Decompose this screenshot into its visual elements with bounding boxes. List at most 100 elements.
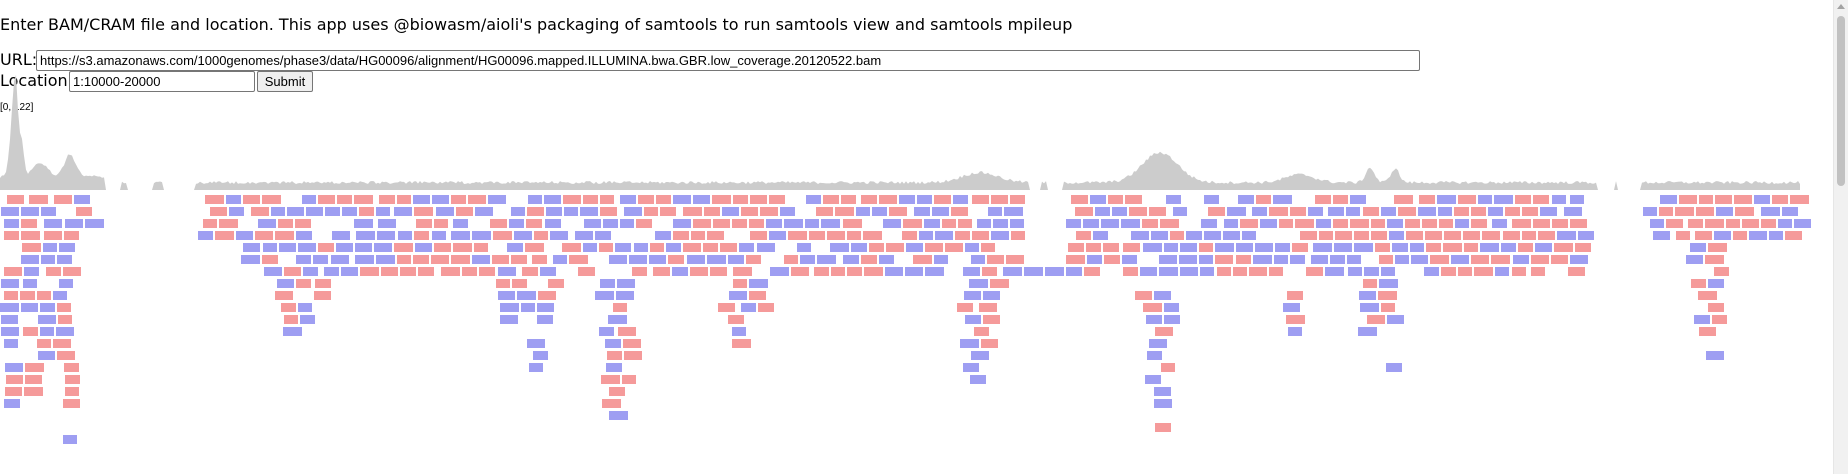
read-segment (43, 243, 57, 252)
read-segment (905, 267, 923, 276)
read-segment (1754, 195, 1770, 204)
read-segment (37, 291, 51, 300)
read-segment (1531, 267, 1545, 276)
read-segment (602, 399, 621, 408)
read-segment (1173, 207, 1187, 216)
read-segment (500, 315, 518, 324)
read-segment (436, 207, 454, 216)
read-segment (500, 303, 519, 312)
read-segment (1411, 255, 1428, 264)
read-segment (1769, 231, 1783, 240)
read-segment (243, 195, 260, 204)
read-segment (861, 255, 877, 264)
read-segment (616, 291, 634, 300)
read-segment (1478, 195, 1492, 204)
read-segment (1699, 327, 1716, 336)
read-segment (600, 207, 617, 216)
read-segment (964, 291, 981, 300)
read-segment (1570, 195, 1584, 204)
read-segment (56, 327, 74, 336)
read-segment (1441, 267, 1456, 276)
read-segment (1513, 255, 1529, 264)
read-segment (40, 303, 55, 312)
read-segment (991, 195, 1008, 204)
read-segment (816, 207, 833, 216)
read-segment (1458, 195, 1476, 204)
read-segment (1180, 243, 1197, 252)
read-segment (1066, 219, 1081, 228)
read-segment (757, 243, 775, 252)
read-segment (691, 231, 705, 240)
read-segment (1104, 255, 1120, 264)
read-segment (1381, 267, 1395, 276)
read-segment (1386, 363, 1402, 372)
read-segment (64, 231, 79, 240)
read-segment (1269, 267, 1283, 276)
read-segment (1688, 219, 1703, 228)
read-segment (951, 207, 968, 216)
read-segment (1325, 267, 1344, 276)
read-segment (414, 207, 433, 216)
read-segment (229, 207, 244, 216)
read-segment (609, 255, 627, 264)
read-segment (1531, 255, 1549, 264)
read-segment (528, 195, 542, 204)
read-segment (59, 243, 75, 252)
read-segment (258, 219, 276, 228)
read-segment (376, 255, 395, 264)
read-segment (1286, 315, 1305, 324)
read-segment (243, 243, 260, 252)
read-segment (732, 327, 746, 336)
url-input[interactable] (36, 50, 1420, 71)
location-input[interactable] (69, 71, 255, 92)
read-segment (1164, 243, 1178, 252)
read-segment (784, 255, 798, 264)
read-segment (1108, 195, 1123, 204)
read-segment (599, 243, 613, 252)
read-segment (707, 255, 726, 264)
read-segment (453, 219, 468, 228)
read-segment (1778, 219, 1792, 228)
read-segment (1274, 255, 1288, 264)
read-segment (1708, 303, 1724, 312)
read-segment (830, 243, 849, 252)
submit-button[interactable]: Submit (257, 71, 313, 92)
read-segment (733, 279, 747, 288)
read-segment (546, 207, 562, 216)
scrollbar-thumb[interactable] (1837, 16, 1845, 186)
read-segment (255, 231, 273, 240)
scroll-up-arrow-icon[interactable] (1837, 4, 1845, 9)
read-segment (4, 231, 19, 240)
read-segment (432, 195, 449, 204)
read-segment (4, 267, 22, 276)
read-segment (1315, 195, 1331, 204)
read-segment (1155, 327, 1173, 336)
read-segment (1690, 243, 1706, 252)
read-segment (1444, 231, 1461, 240)
read-segment (538, 291, 556, 300)
read-segment (856, 207, 870, 216)
read-segment (1714, 231, 1731, 240)
read-segment (599, 327, 614, 336)
read-segment (609, 387, 625, 396)
read-segment (514, 231, 532, 240)
read-segment (451, 231, 470, 240)
intro-text: Enter BAM/CRAM file and location. This a… (0, 15, 1073, 34)
read-segment (451, 255, 470, 264)
read-segment (919, 231, 933, 240)
read-segment (733, 195, 748, 204)
read-segment (843, 219, 862, 228)
vertical-scrollbar[interactable] (1833, 0, 1848, 474)
read-segment (1492, 219, 1507, 228)
read-segment (981, 339, 998, 348)
read-segment (1712, 315, 1727, 324)
read-segment (683, 243, 701, 252)
read-segment (624, 351, 642, 360)
read-segment (431, 255, 449, 264)
read-segment (44, 231, 62, 240)
read-segment (750, 195, 767, 204)
read-segment (1676, 231, 1690, 240)
read-segment (955, 231, 970, 240)
